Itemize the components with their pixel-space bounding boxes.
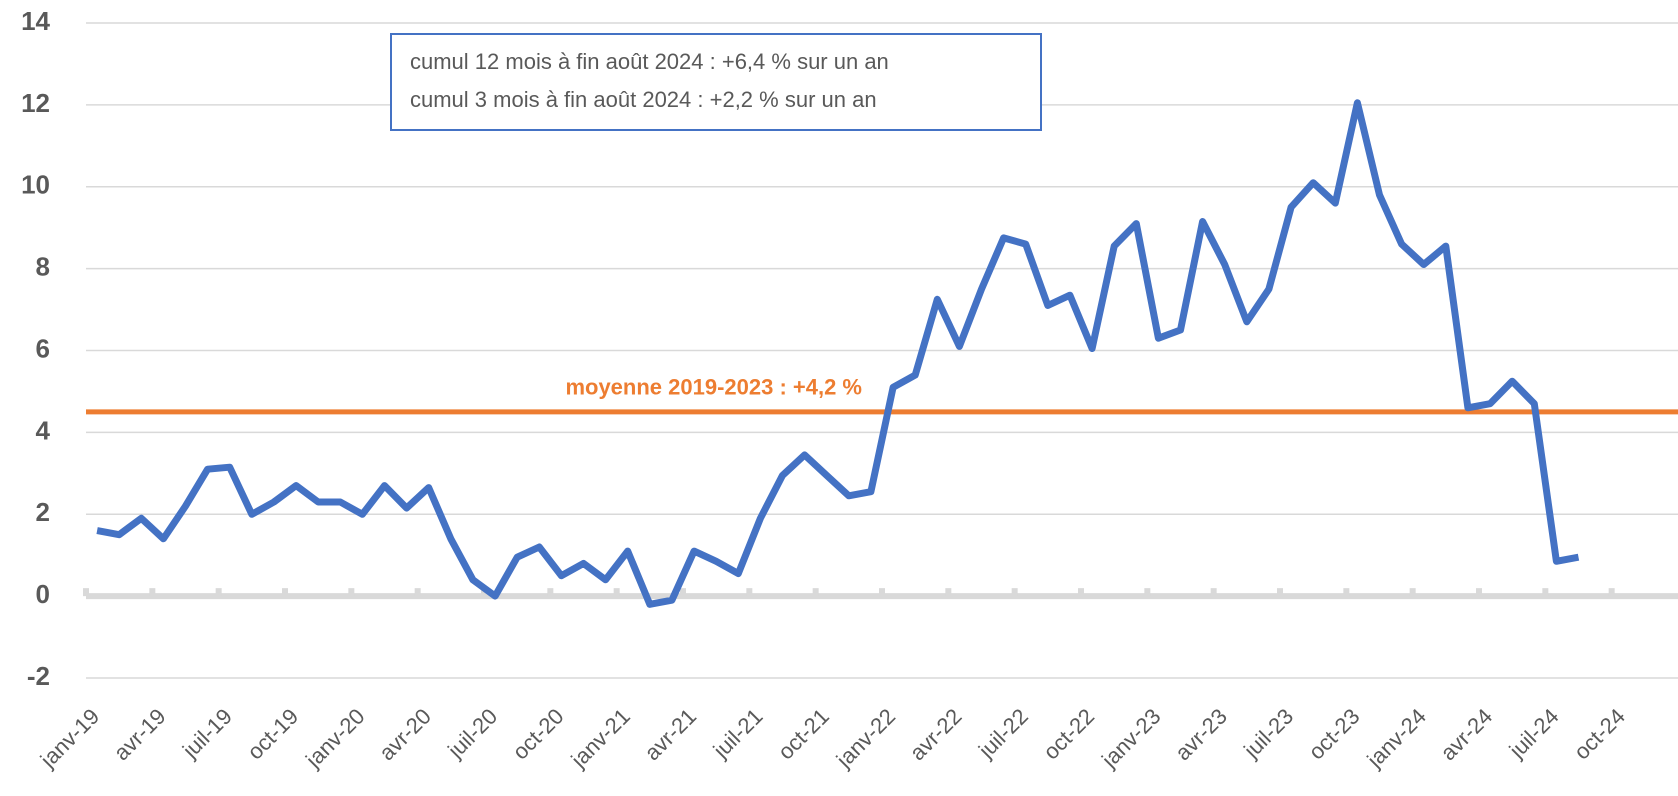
y-tick-label: 0 bbox=[36, 579, 50, 609]
x-tick-label: oct-19 bbox=[242, 704, 303, 765]
y-tick-label: 2 bbox=[36, 497, 50, 527]
reference-label: moyenne 2019-2023 : +4,2 % bbox=[565, 375, 862, 400]
x-tick-label: juil-19 bbox=[177, 704, 237, 764]
x-tick-label: janv-22 bbox=[831, 704, 900, 773]
x-tick-label: avr-24 bbox=[1435, 704, 1497, 766]
x-tick-label: oct-22 bbox=[1038, 704, 1099, 765]
x-tick-label: juil-21 bbox=[708, 704, 768, 764]
x-tick-label: oct-21 bbox=[773, 704, 834, 765]
x-tick-label: oct-23 bbox=[1304, 704, 1365, 765]
x-tick-label: juil-20 bbox=[442, 704, 502, 764]
x-tick-label: juil-23 bbox=[1238, 704, 1298, 764]
x-tick-label: janv-21 bbox=[565, 704, 634, 773]
x-tick-label: avr-22 bbox=[905, 704, 967, 766]
x-tick-label: janv-19 bbox=[35, 704, 104, 773]
x-tick-label: avr-21 bbox=[639, 704, 701, 766]
y-tick-label: 4 bbox=[36, 415, 51, 445]
x-tick-label: avr-20 bbox=[374, 704, 436, 766]
y-tick-label: -2 bbox=[27, 661, 50, 691]
x-tick-label: janv-24 bbox=[1361, 704, 1430, 773]
x-tick-label: avr-19 bbox=[109, 704, 171, 766]
x-tick-label: juil-22 bbox=[973, 704, 1033, 764]
y-tick-label: 14 bbox=[21, 6, 50, 36]
data-line bbox=[96, 99, 1580, 608]
x-tick-label: juil-24 bbox=[1504, 704, 1564, 764]
y-tick-label: 12 bbox=[21, 88, 50, 118]
x-tick-label: avr-23 bbox=[1170, 704, 1232, 766]
y-tick-label: 8 bbox=[36, 252, 50, 282]
x-tick-label: janv-20 bbox=[300, 704, 369, 773]
x-tick-label: oct-24 bbox=[1569, 704, 1630, 765]
y-tick-label: 10 bbox=[21, 170, 50, 200]
x-tick-label: janv-23 bbox=[1096, 704, 1165, 773]
x-tick-label: oct-20 bbox=[508, 704, 569, 765]
annotation-box bbox=[390, 33, 1042, 131]
annotation: cumul 3 mois à fin août 2024 : +2,2 % su… bbox=[410, 87, 877, 112]
y-tick-label: 6 bbox=[36, 333, 50, 363]
annotation: cumul 12 mois à fin août 2024 : +6,4 % s… bbox=[410, 49, 889, 74]
